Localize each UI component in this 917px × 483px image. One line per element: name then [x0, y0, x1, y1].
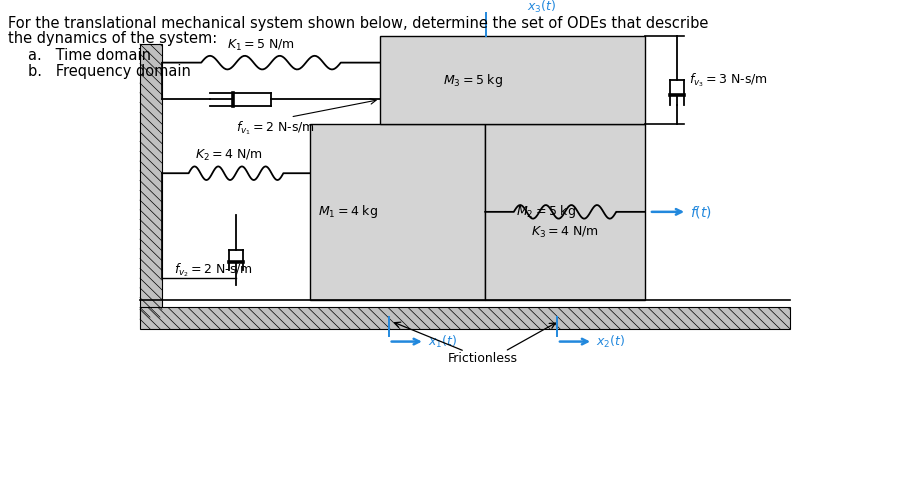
- Text: $K_3 = 4$ N/m: $K_3 = 4$ N/m: [531, 225, 599, 240]
- Text: For the translational mechanical system shown below, determine the set of ODEs t: For the translational mechanical system …: [8, 16, 708, 31]
- Text: $M_1 = 4$ kg: $M_1 = 4$ kg: [318, 203, 378, 220]
- Text: $M_2 = 5$ kg: $M_2 = 5$ kg: [515, 203, 576, 220]
- Bar: [140, 308, 790, 329]
- Text: $x_1(t)$: $x_1(t)$: [427, 334, 457, 350]
- Text: $f(t)$: $f(t)$: [690, 204, 712, 220]
- Text: $K_1 = 5$ N/m: $K_1 = 5$ N/m: [227, 38, 295, 53]
- Text: a.   Time domain: a. Time domain: [28, 48, 151, 63]
- Bar: [380, 36, 645, 124]
- Text: $K_2 = 4$ N/m: $K_2 = 4$ N/m: [194, 148, 262, 163]
- Bar: [485, 124, 645, 299]
- Text: the dynamics of the system:: the dynamics of the system:: [8, 31, 217, 46]
- Text: $x_2(t)$: $x_2(t)$: [596, 334, 625, 350]
- Bar: [310, 124, 485, 299]
- Text: $f_{v_3} = 3$ N-s/m: $f_{v_3} = 3$ N-s/m: [689, 71, 768, 89]
- Bar: [140, 44, 162, 317]
- Text: b.   Frequency domain: b. Frequency domain: [28, 64, 191, 79]
- Text: Frictionless: Frictionless: [447, 352, 518, 365]
- Text: $f_{v_2} = 2$ N-s/m: $f_{v_2} = 2$ N-s/m: [174, 262, 253, 279]
- Text: $M_3 = 5$ kg: $M_3 = 5$ kg: [443, 71, 503, 89]
- Text: $x_3(t)$: $x_3(t)$: [527, 0, 557, 15]
- Text: $f_{v_1} = 2$ N-s/m: $f_{v_1} = 2$ N-s/m: [236, 119, 315, 137]
